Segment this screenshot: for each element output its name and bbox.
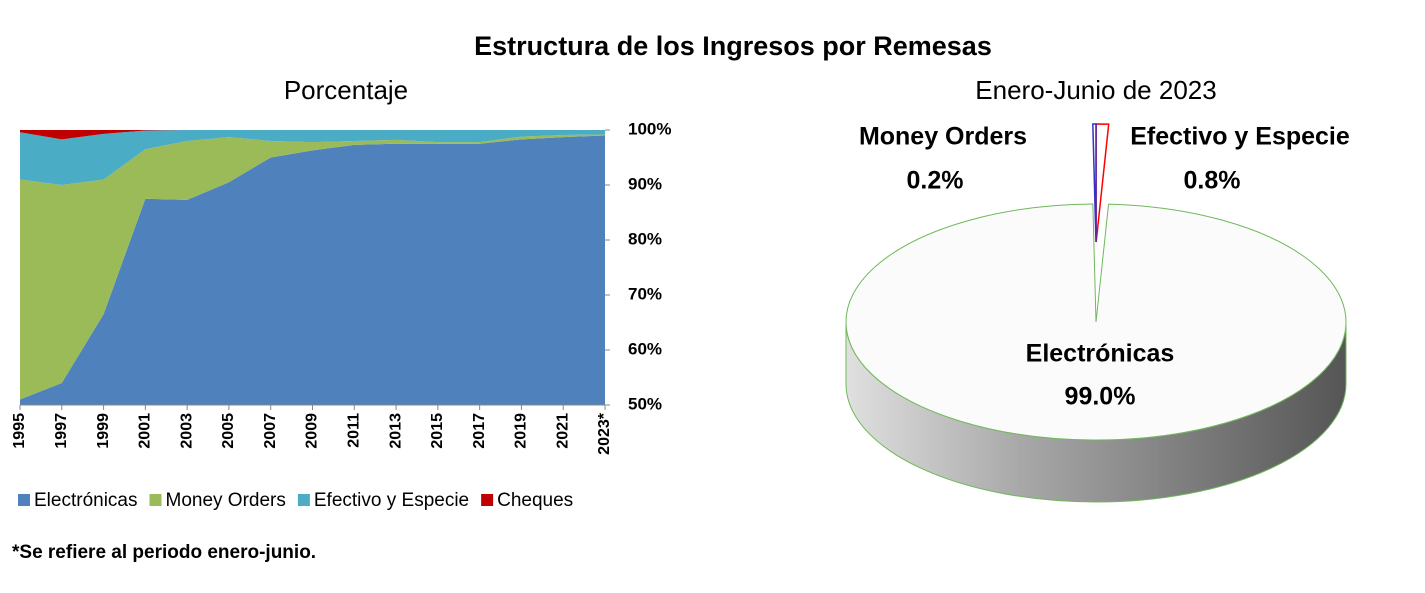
y-tick-label: 90% — [628, 174, 662, 193]
legend-swatch — [297, 494, 310, 506]
x-tick-label: 2021 — [554, 413, 571, 449]
x-tick-label: 2013 — [387, 413, 404, 449]
legend-label: Money Orders — [166, 490, 286, 511]
legend-swatch — [18, 494, 30, 506]
main-title: Estructura de los Ingresos por Remesas — [474, 31, 992, 61]
area — [20, 130, 605, 140]
y-tick-label: 60% — [628, 339, 662, 358]
x-tick-label: 2001 — [137, 413, 154, 449]
x-tick-label: 2017 — [471, 413, 488, 449]
x-tick-label: 2023* — [596, 412, 613, 455]
area — [20, 130, 605, 185]
x-tick-label: 1997 — [53, 413, 70, 449]
chart-title: Enero-Junio de 2023 — [975, 75, 1216, 105]
x-tick-label: 2011 — [346, 413, 363, 448]
legend-label: Electrónicas — [34, 490, 138, 511]
y-tick-label: 50% — [628, 394, 662, 413]
legend-label: Efectivo y Especie — [314, 490, 469, 511]
x-tick-label: 1999 — [95, 413, 112, 449]
footnote: *Se refiere al periodo enero-junio. — [12, 542, 316, 563]
x-tick-label: 2015 — [429, 413, 446, 449]
legend-swatch — [481, 494, 494, 506]
slice-label: Money Orders — [859, 123, 1027, 151]
pie-slice — [1092, 123, 1097, 243]
x-tick-label: 1995 — [11, 413, 28, 449]
x-tick-label: 2019 — [513, 413, 530, 449]
slice-label: Efectivo y Especie — [1130, 123, 1350, 151]
slice-value: 0.2% — [907, 167, 964, 195]
x-tick-label: 2007 — [262, 413, 279, 449]
x-tick-label: 2003 — [178, 413, 195, 449]
y-tick-label: 100% — [628, 119, 671, 138]
y-tick-label: 80% — [628, 229, 662, 248]
x-tick-label: 2009 — [304, 413, 321, 449]
legend-swatch — [149, 494, 162, 506]
chart-title: Porcentaje — [284, 75, 408, 105]
y-tick-label: 70% — [628, 284, 662, 303]
slice-label: Electrónicas — [1026, 340, 1175, 368]
slice-value: 99.0% — [1065, 383, 1136, 411]
area — [20, 135, 605, 405]
slice-value: 0.8% — [1184, 167, 1241, 195]
pie-slice — [845, 203, 1347, 441]
x-tick-label: 2005 — [220, 413, 237, 449]
legend-label: Cheques — [497, 490, 573, 511]
